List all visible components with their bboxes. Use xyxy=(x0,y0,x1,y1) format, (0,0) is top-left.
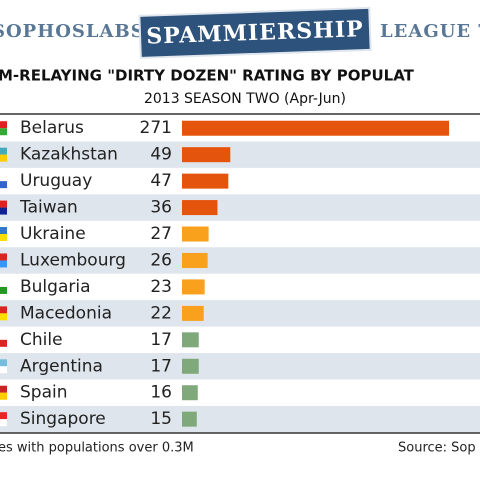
chart-title: M-RELAYING "DIRTY DOZEN" RATING BY POPUL… xyxy=(0,67,415,85)
flag xyxy=(0,200,7,208)
value-label: 16 xyxy=(150,383,172,403)
value-label: 49 xyxy=(150,145,172,165)
category-label: Chile xyxy=(20,330,63,350)
category-label: Luxembourg xyxy=(20,250,126,270)
flag xyxy=(0,279,7,287)
flag xyxy=(0,128,7,136)
flag xyxy=(0,412,7,420)
category-label: Bulgaria xyxy=(20,277,91,297)
bar xyxy=(182,385,198,401)
row-band xyxy=(0,141,480,168)
flag xyxy=(0,234,7,242)
row-band xyxy=(0,353,480,380)
category-label: Ukraine xyxy=(20,224,86,244)
bar xyxy=(182,358,199,374)
flag xyxy=(0,339,7,347)
rows: Belarus 271 Kazakhstan 49 Uruguay 47 Taiwan 36 U… xyxy=(0,118,480,433)
value-label: 27 xyxy=(150,224,172,244)
category-label: Uruguay xyxy=(20,171,92,191)
bar xyxy=(182,252,208,268)
flag xyxy=(0,366,7,374)
flag xyxy=(0,359,7,367)
value-label: 15 xyxy=(150,409,172,429)
value-label: 271 xyxy=(140,118,172,138)
flag xyxy=(0,121,7,129)
bar xyxy=(182,120,450,136)
flag xyxy=(0,227,7,235)
bar xyxy=(182,173,229,189)
flag xyxy=(0,260,7,268)
category-label: Singapore xyxy=(20,409,106,429)
category-label: Spain xyxy=(20,383,68,403)
value-label: 22 xyxy=(150,303,172,323)
value-label: 17 xyxy=(150,330,172,350)
flag xyxy=(0,147,7,155)
source: Source: Sop xyxy=(398,441,476,456)
category-label: Kazakhstan xyxy=(20,145,118,165)
flag xyxy=(0,392,7,400)
flag xyxy=(0,286,7,294)
header-left: SOPHOSLABS xyxy=(0,21,145,42)
row-band xyxy=(0,194,480,221)
header-right: LEAGUE T xyxy=(380,21,480,42)
bar xyxy=(182,305,204,321)
flag xyxy=(0,419,7,427)
value-label: 47 xyxy=(150,171,172,191)
flag xyxy=(0,174,7,182)
row-band xyxy=(0,247,480,274)
bar xyxy=(182,226,209,242)
bar xyxy=(182,147,231,163)
flag xyxy=(0,385,7,393)
flag xyxy=(0,253,7,261)
chart-subtitle: 2013 SEASON TWO (Apr-Jun) xyxy=(144,91,346,107)
bar xyxy=(182,411,197,427)
bar xyxy=(182,200,218,216)
row-band xyxy=(0,300,480,327)
flag xyxy=(0,181,7,189)
brand-box xyxy=(138,6,372,59)
flag xyxy=(0,154,7,162)
category-label: Taiwan xyxy=(19,198,78,218)
flag xyxy=(0,332,7,340)
footnote: es with populations over 0.3M xyxy=(0,441,194,456)
bar xyxy=(182,332,199,348)
value-label: 23 xyxy=(150,277,172,297)
value-label: 36 xyxy=(150,198,172,218)
brand-badge: SPAMMIERSHIP xyxy=(138,6,372,59)
category-label: Macedonia xyxy=(20,303,112,323)
category-label: Argentina xyxy=(20,356,103,376)
flag xyxy=(0,306,7,314)
category-label: Belarus xyxy=(20,118,84,138)
flag xyxy=(0,207,7,215)
row-band xyxy=(0,405,480,433)
value-label: 26 xyxy=(150,250,172,270)
value-label: 17 xyxy=(150,356,172,376)
bar xyxy=(182,279,205,295)
flag xyxy=(0,313,7,321)
